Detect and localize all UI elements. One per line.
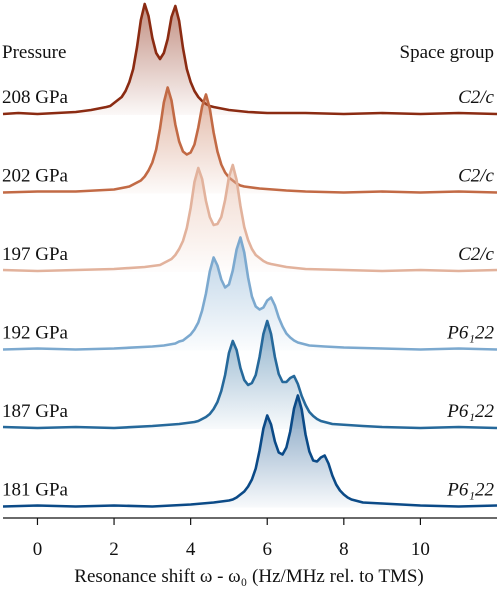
pressure-label: 181 GPa <box>2 480 69 501</box>
x-axis-label: Resonance shift ω - ω₀ (Hz/MHz rel. to T… <box>74 566 423 587</box>
x-tick-label: 0 <box>33 539 43 560</box>
spectrum-line <box>2 163 498 273</box>
spectrum-line <box>2 394 498 508</box>
x-tick-label: 6 <box>262 539 272 560</box>
spectrum-line <box>2 2 498 116</box>
space-group-label: P6₁22 <box>446 480 494 501</box>
pressure-label: 192 GPa <box>2 323 69 344</box>
x-tick-label: 10 <box>411 539 430 560</box>
spectrum-line <box>2 86 498 194</box>
spectrum-area <box>3 237 497 351</box>
space-group-label: C2/c <box>458 87 494 108</box>
pressure-label: 208 GPa <box>2 87 69 108</box>
pressure-label: 202 GPa <box>2 166 69 187</box>
right-header: Space group <box>400 42 494 63</box>
pressure-label: 197 GPa <box>2 244 69 265</box>
spectrum-area <box>3 87 497 194</box>
space-group-label: C2/c <box>458 166 494 187</box>
left-header: Pressure <box>2 42 66 63</box>
x-tick-label: 2 <box>109 539 119 560</box>
spectrum-area <box>3 321 497 429</box>
x-tick-label: 4 <box>186 539 196 560</box>
spectrum-area <box>3 165 497 272</box>
space-group-label: P6₁22 <box>446 401 494 422</box>
x-tick-label: 8 <box>339 539 349 560</box>
space-group-label: C2/c <box>458 244 494 265</box>
spectrum-line <box>2 319 498 430</box>
pressure-label: 187 GPa <box>2 401 69 422</box>
space-group-label: P6₁22 <box>446 323 494 344</box>
spectrum-line <box>2 236 498 351</box>
